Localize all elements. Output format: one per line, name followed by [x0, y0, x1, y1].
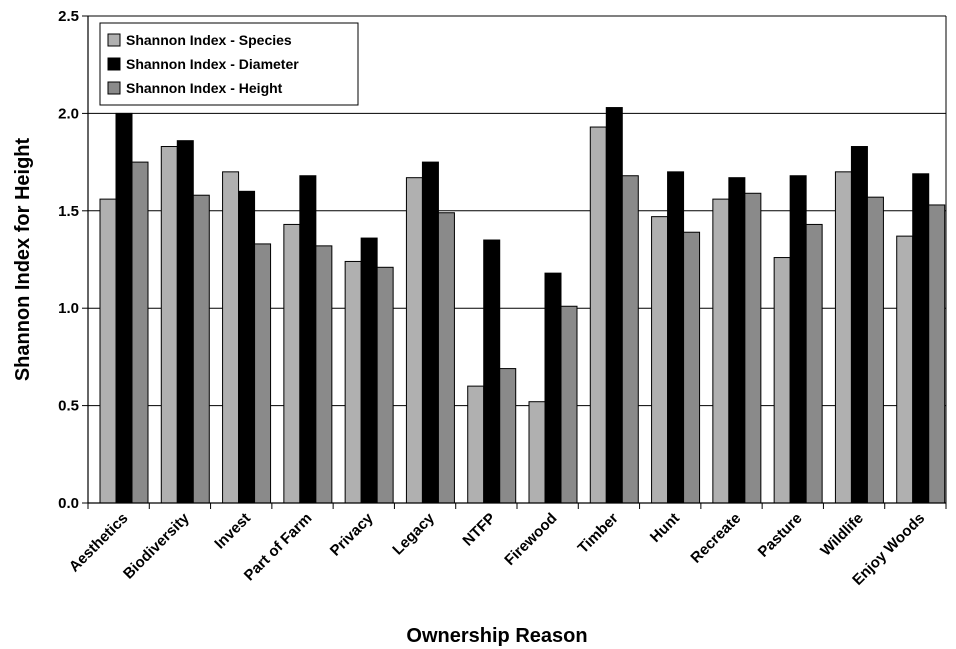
y-tick-labels: 0.0 0.5 1.0 1.5 2.0 2.5 [58, 8, 79, 512]
bar-hunt-series-3 [683, 231, 701, 504]
y-tick-label: 1.0 [58, 300, 79, 317]
bar-enjoy-woods-series-2 [912, 173, 930, 504]
bar-pasture-series-3 [805, 223, 823, 504]
y-tick-label: 2.5 [58, 8, 79, 25]
bar-ntfp-series-1 [467, 385, 485, 504]
bar-biodiversity-series-2 [176, 140, 194, 504]
bar-timber-series-2 [605, 107, 623, 504]
bar-aesthetics-series-3 [131, 161, 149, 504]
bar-firewood-series-1 [528, 401, 546, 504]
y-tick-label: 1.5 [58, 203, 79, 220]
bar-aesthetics-series-1 [99, 198, 117, 504]
bar-timber-series-1 [589, 126, 607, 504]
bar-enjoy-woods-series-3 [928, 204, 946, 504]
legend-box [99, 22, 359, 106]
legend-label: Shannon Index - Species [126, 32, 292, 48]
legend-label: Shannon Index - Height [126, 80, 283, 96]
bar-legacy-series-2 [421, 161, 439, 504]
bar-privacy-series-3 [376, 266, 394, 504]
axes [82, 15, 947, 509]
bar-enjoy-woods-series-1 [896, 235, 914, 504]
bar-part-of-farm-series-3 [315, 245, 333, 504]
bar-part-of-farm-series-1 [283, 223, 301, 504]
bar-privacy-series-1 [344, 260, 362, 504]
bar-ntfp-series-3 [499, 368, 517, 504]
bars [99, 107, 946, 504]
y-tick-label: 0.5 [58, 398, 79, 415]
bar-privacy-series-2 [360, 237, 378, 504]
bar-recreate-series-3 [744, 192, 762, 504]
bar-aesthetics-series-2 [115, 112, 133, 504]
legend-label: Shannon Index - Diameter [126, 56, 299, 72]
legend: Shannon Index - Species Shannon Index - D… [99, 22, 359, 106]
y-tick-label: 0.0 [58, 495, 79, 512]
bar-legacy-series-1 [405, 177, 423, 504]
bar-timber-series-3 [621, 175, 639, 504]
bar-legacy-series-3 [437, 212, 455, 504]
bar-invest-series-1 [222, 171, 240, 504]
bar-invest-series-2 [238, 190, 256, 504]
bar-recreate-series-1 [712, 198, 730, 504]
bar-hunt-series-2 [667, 171, 685, 504]
x-tick-label: Firewood [501, 510, 560, 569]
x-tick-label: Invest [211, 510, 254, 553]
x-tick-label: Hunt [647, 510, 683, 546]
x-tick-label: Wildlife [817, 510, 867, 560]
bar-ntfp-series-2 [483, 239, 501, 504]
x-tick-label: Pasture [755, 510, 806, 561]
bar-invest-series-3 [254, 243, 272, 504]
y-axis-title: Shannon Index for Height [12, 138, 34, 382]
legend-swatch [107, 81, 121, 95]
x-tick-label: Biodiversity [120, 509, 193, 582]
x-tick-label: Privacy [327, 509, 377, 559]
bar-pasture-series-2 [789, 175, 807, 504]
bar-hunt-series-1 [651, 216, 669, 504]
bar-firewood-series-3 [560, 305, 578, 504]
bar-wildlife-series-2 [850, 146, 868, 504]
bar-biodiversity-series-1 [160, 146, 178, 504]
bar-pasture-series-1 [773, 257, 791, 504]
legend-swatch [107, 57, 121, 71]
legend-swatch [107, 33, 121, 47]
bar-wildlife-series-3 [866, 196, 884, 504]
bar-biodiversity-series-3 [192, 194, 210, 504]
x-tick-label: NTFP [459, 510, 499, 550]
bar-firewood-series-2 [544, 272, 562, 504]
x-tick-label: Aesthetics [66, 510, 132, 576]
bar-recreate-series-2 [728, 177, 746, 504]
x-axis-title: Ownership Reason [406, 625, 587, 647]
bar-wildlife-series-1 [834, 171, 852, 504]
x-tick-label: Recreate [687, 510, 744, 567]
x-tick-label: Timber [575, 510, 622, 557]
x-tick-label: Legacy [389, 509, 438, 558]
y-tick-label: 2.0 [58, 105, 79, 122]
bar-part-of-farm-series-2 [299, 175, 317, 504]
